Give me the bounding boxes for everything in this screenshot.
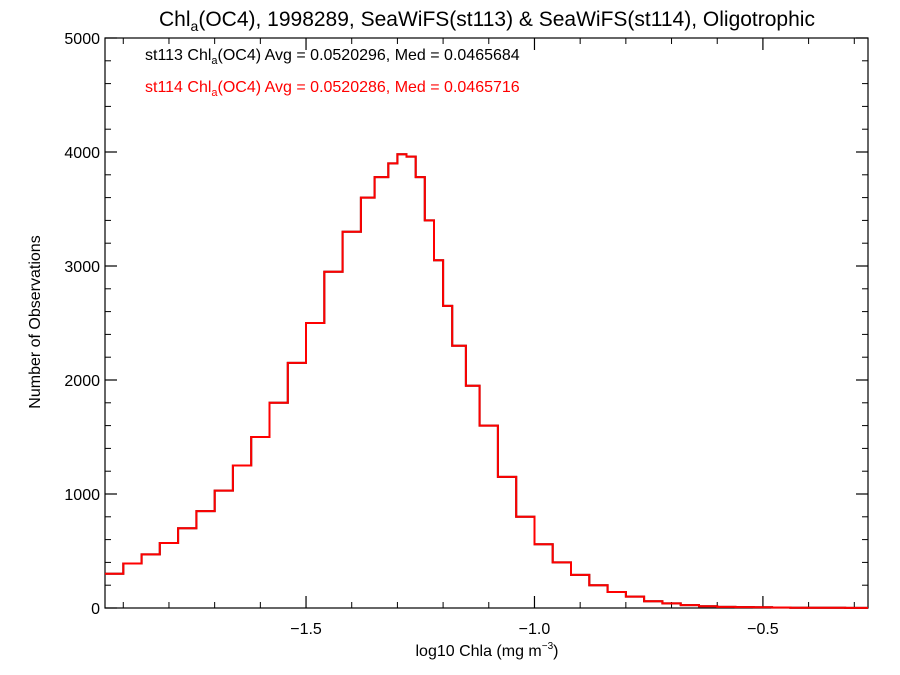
legend-st114-suffix: (OC4) Avg = 0.0520286, Med = 0.0465716 (218, 79, 520, 96)
series-line-st113 (105, 153, 868, 609)
x-tick-label: −1.0 (519, 621, 551, 638)
chart-title: Chla(OC4), 1998289, SeaWiFS(st113) & Sea… (159, 8, 815, 34)
legend-st114-prefix: st114 Chl (145, 79, 211, 96)
y-tick-label: 1000 (64, 487, 100, 504)
y-axis-label: Number of Observations (27, 235, 44, 408)
x-tick-label: −1.5 (290, 621, 322, 638)
legend-st113-subscript: a (211, 55, 218, 67)
y-tick-label: 4000 (64, 145, 100, 162)
y-tick-label: 2000 (64, 373, 100, 390)
legend-entry-st113: st113 Chla(OC4) Avg = 0.0520296, Med = 0… (145, 47, 520, 67)
plot-frame (104, 37, 869, 609)
legend-entry-st114: st114 Chla(OC4) Avg = 0.0520286, Med = 0… (145, 79, 520, 99)
x-tick-label: −0.5 (747, 621, 779, 638)
plot-area: −1.5 −1.0 −0.5 0 1000 2000 3000 4000 5000 (64, 31, 869, 638)
series-line-st114 (105, 153, 868, 609)
legend-st114-subscript: a (211, 87, 218, 99)
x-axis-label-suffix: ) (553, 643, 558, 660)
x-axis-label-superscript: −3 (542, 641, 554, 652)
chart-title-subscript: a (191, 18, 199, 34)
x-axis-label: log10 Chla (mg m−3) (415, 641, 558, 660)
chart-title-suffix: (OC4), 1998289, SeaWiFS(st113) & SeaWiFS… (198, 8, 815, 31)
y-tick-label: 0 (91, 601, 100, 618)
x-axis-label-prefix: log10 Chla (mg m (415, 643, 541, 660)
axis-ticks: −1.5 −1.0 −0.5 0 1000 2000 3000 4000 5000 (64, 31, 868, 638)
series-layer (105, 153, 868, 609)
legend: st113 Chla(OC4) Avg = 0.0520296, Med = 0… (145, 47, 520, 99)
legend-st113-prefix: st113 Chl (145, 47, 211, 64)
chart-title-prefix: Chl (159, 8, 191, 31)
legend-st113-suffix: (OC4) Avg = 0.0520296, Med = 0.0465684 (218, 47, 520, 64)
y-tick-label: 3000 (64, 259, 100, 276)
y-tick-label: 5000 (64, 31, 100, 48)
